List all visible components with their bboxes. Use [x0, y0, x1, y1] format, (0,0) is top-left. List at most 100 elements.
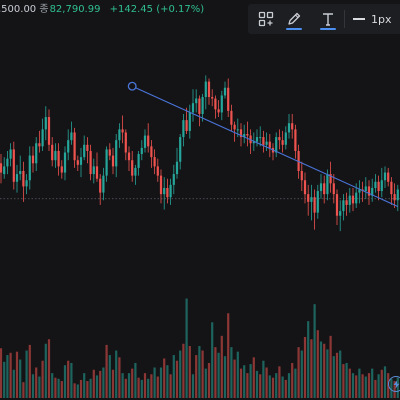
candle-body: [390, 181, 393, 195]
volume-bar: [364, 376, 367, 398]
candle-body: [255, 137, 259, 142]
volume-bar: [156, 376, 159, 398]
candle-body: [380, 180, 383, 192]
candle-body: [6, 158, 9, 167]
layout-add-button[interactable]: [252, 6, 280, 32]
candle-body: [156, 166, 159, 176]
candle-body: [3, 166, 6, 175]
volume-bar: [287, 373, 291, 398]
candle-body: [265, 141, 268, 145]
candle-body: [364, 186, 367, 192]
candle-body: [259, 137, 262, 139]
volume-bar: [223, 356, 227, 398]
candle-body: [70, 132, 73, 141]
volume-bar: [143, 373, 147, 398]
volume-bar: [150, 374, 153, 398]
candle-body: [310, 197, 313, 202]
chart-settings-badge-icon[interactable]: [388, 376, 400, 392]
ohlc-prefix: ,500.00: [0, 4, 37, 15]
volume-bar: [25, 350, 28, 398]
volume-bar: [51, 373, 54, 398]
line-color-button[interactable]: [280, 6, 308, 32]
candle-body: [351, 195, 355, 204]
volume-bar: [179, 350, 182, 398]
candle-body: [281, 140, 284, 145]
volume-bar: [358, 368, 361, 398]
volume-bar: [291, 362, 294, 398]
volume-bar: [3, 361, 6, 398]
volume-bar: [348, 368, 351, 398]
candle-body: [204, 81, 207, 97]
volume-bar: [243, 365, 246, 398]
candle-body: [175, 161, 179, 175]
volume-bar: [57, 378, 60, 398]
candle-body: [252, 141, 255, 144]
volume-bar: [275, 373, 278, 398]
volume-bar: [227, 313, 230, 398]
candle-body: [127, 152, 131, 161]
volume-bar: [159, 367, 163, 398]
volume-bar: [67, 360, 70, 398]
volume-bar: [249, 364, 252, 398]
candle-body: [147, 135, 150, 147]
volume-bar: [220, 335, 223, 398]
volume-bar: [319, 341, 323, 398]
volume-bar: [383, 366, 387, 398]
candle-body: [143, 135, 147, 148]
volume-bar: [83, 373, 86, 398]
volume-bar: [195, 355, 198, 398]
volume-bar: [211, 322, 214, 398]
candle-body: [54, 150, 57, 161]
volume-bar: [188, 346, 191, 398]
candle-body: [195, 98, 198, 104]
volume-bar: [169, 374, 172, 398]
line-color-swatch: [286, 28, 302, 30]
volume-bar: [22, 382, 25, 398]
volume-bar: [339, 350, 342, 398]
candle-body: [47, 117, 51, 145]
candle-body: [166, 187, 169, 198]
volume-bar: [307, 321, 310, 398]
candle-body: [28, 155, 31, 181]
candle-body: [374, 181, 377, 188]
candle-body: [163, 187, 166, 195]
volume-bar: [201, 350, 204, 398]
volume-bar: [15, 351, 19, 398]
volume-bar: [303, 336, 307, 398]
volume-bar: [262, 360, 265, 398]
volume-bar: [166, 365, 169, 398]
candle-body: [393, 194, 396, 201]
line-width-selector[interactable]: 1px: [353, 13, 392, 26]
volume-bar: [121, 373, 124, 398]
text-t-icon: [320, 11, 336, 27]
volume-bar: [310, 339, 313, 398]
volume-bar: [278, 366, 281, 398]
volume-bar: [294, 368, 297, 398]
candle-body: [358, 189, 361, 193]
volume-bar: [236, 351, 239, 398]
volume-bar: [124, 378, 127, 398]
volume-bar: [182, 343, 185, 398]
volume-bar: [345, 362, 348, 398]
volume-bar: [233, 359, 236, 398]
candle-body: [118, 129, 121, 141]
candle-body: [230, 110, 233, 125]
text-color-button[interactable]: [314, 6, 342, 32]
candle-body: [291, 123, 294, 130]
volume-bar: [255, 370, 259, 398]
candle-body: [396, 189, 399, 201]
volume-bar: [246, 373, 249, 398]
volume-bar: [38, 376, 41, 398]
candle-body: [38, 143, 41, 147]
volume-bar: [79, 379, 83, 398]
close-label: 종: [39, 4, 49, 15]
candle-body: [76, 160, 79, 165]
volume-bar: [102, 367, 105, 398]
volume-bar: [153, 367, 156, 398]
trendline-handle[interactable]: [127, 81, 137, 91]
candle-body: [83, 144, 86, 158]
candle-body: [150, 146, 153, 158]
volume-bar: [217, 352, 220, 398]
